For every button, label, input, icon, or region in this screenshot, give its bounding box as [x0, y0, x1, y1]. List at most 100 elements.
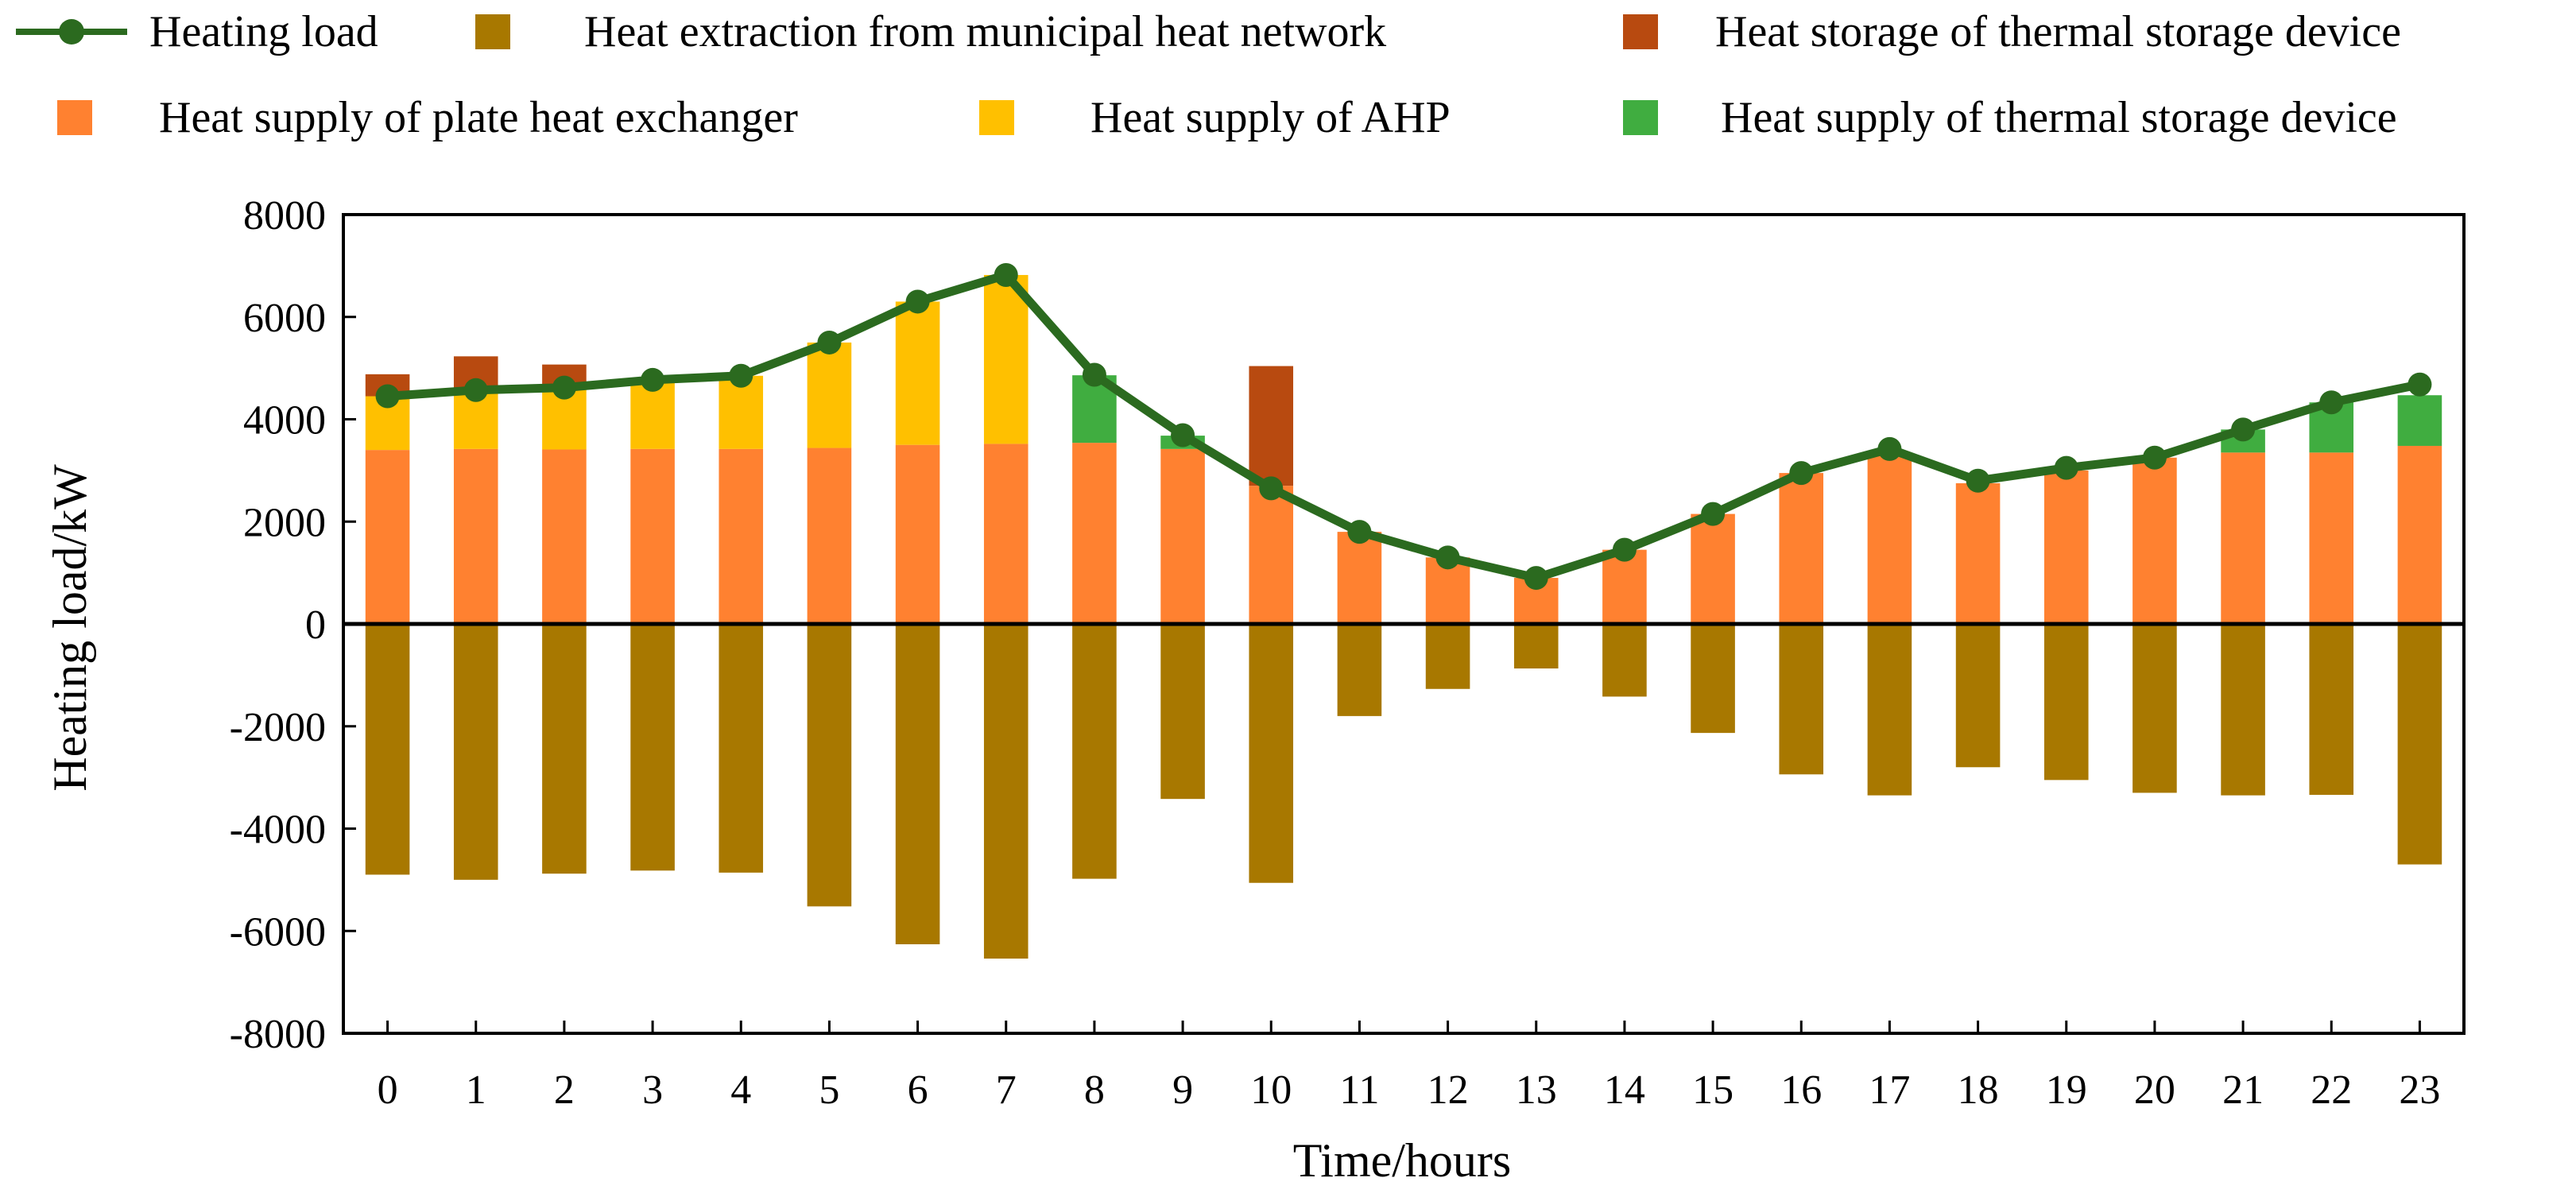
- legend: Heating load Heat extraction from municip…: [16, 7, 2401, 142]
- y-tick-label: -2000: [230, 705, 326, 750]
- plot-area: [365, 262, 2442, 959]
- legend-swatch-icon: [1623, 14, 1658, 49]
- legend-item-ahp: Heat supply of AHP: [979, 93, 1451, 142]
- bar-plate-hx-19: [2043, 470, 2089, 624]
- heating-load-point-11: [1347, 520, 1372, 544]
- x-tick-label: 12: [1427, 1067, 1469, 1113]
- heating-load-point-4: [729, 363, 753, 388]
- x-tick-label: 4: [730, 1067, 751, 1113]
- bar-storage-out-23: [2397, 395, 2442, 446]
- bar-municipal-12: [1425, 624, 1470, 689]
- bar-municipal-23: [2397, 624, 2442, 865]
- x-tick-label: 17: [1869, 1067, 1910, 1113]
- heating-load-point-7: [994, 262, 1018, 287]
- heating-load-point-21: [2231, 417, 2256, 442]
- x-tick-label: 3: [642, 1067, 663, 1113]
- legend-label: Heat supply of plate heat exchanger: [159, 93, 798, 142]
- bar-plate-hx-15: [1691, 513, 1735, 624]
- legend-item-heating-load: Heating load: [16, 7, 378, 56]
- heating-load-point-18: [1966, 468, 1990, 493]
- heating-load-point-22: [2319, 390, 2344, 415]
- x-tick-label: 16: [1780, 1067, 1822, 1113]
- x-tick-label: 18: [1958, 1067, 1999, 1113]
- heating-load-point-1: [463, 378, 488, 402]
- heating-load-point-10: [1259, 476, 1284, 501]
- bar-municipal-9: [1160, 624, 1205, 800]
- x-tick-label: 11: [1339, 1067, 1379, 1113]
- bar-municipal-7: [983, 624, 1028, 959]
- heating-load-point-12: [1435, 545, 1460, 570]
- x-tick-label: 20: [2134, 1067, 2175, 1113]
- legend-item-municipal: Heat extraction from municipal heat netw…: [475, 7, 1386, 56]
- bar-plate-hx-21: [2221, 452, 2265, 624]
- bar-municipal-1: [453, 624, 498, 880]
- x-tick-label: 22: [2311, 1067, 2352, 1113]
- legend-label: Heat supply of thermal storage device: [1721, 93, 2397, 142]
- heating-load-point-16: [1789, 461, 1814, 486]
- heating-load-point-23: [2407, 372, 2432, 397]
- legend-swatch-icon: [475, 14, 510, 49]
- x-tick-label: 1: [466, 1067, 486, 1113]
- x-tick-label: 8: [1084, 1067, 1105, 1113]
- bar-municipal-22: [2309, 624, 2354, 796]
- bar-plate-hx-16: [1779, 473, 1824, 624]
- bar-municipal-21: [2221, 624, 2265, 796]
- bar-municipal-4: [719, 624, 764, 873]
- bar-municipal-8: [1072, 624, 1117, 879]
- y-tick-label: -6000: [230, 909, 326, 955]
- bar-municipal-16: [1779, 624, 1824, 775]
- heating-load-point-14: [1612, 537, 1637, 562]
- bar-plate-hx-22: [2309, 452, 2354, 624]
- bar-plate-hx-1: [453, 448, 498, 624]
- bar-municipal-2: [542, 624, 587, 874]
- bar-plate-hx-3: [630, 448, 675, 624]
- x-tick-label: 0: [378, 1067, 398, 1113]
- bar-municipal-10: [1249, 624, 1294, 883]
- heating-load-point-5: [817, 330, 842, 354]
- legend-swatch-icon: [1623, 100, 1658, 135]
- bar-municipal-0: [365, 624, 410, 875]
- heating-load-point-3: [641, 367, 665, 392]
- x-tick-label: 14: [1604, 1067, 1645, 1113]
- heating-load-point-19: [2054, 455, 2078, 480]
- bar-municipal-11: [1337, 624, 1382, 716]
- bar-municipal-20: [2132, 624, 2177, 793]
- x-tick-label: 7: [996, 1067, 1017, 1113]
- bar-plate-hx-8: [1072, 443, 1117, 624]
- x-tick-label: 2: [554, 1067, 575, 1113]
- bar-municipal-3: [630, 624, 675, 871]
- legend-swatch-icon: [57, 100, 92, 135]
- x-tick-label: 19: [2046, 1067, 2087, 1113]
- bar-plate-hx-10: [1249, 486, 1294, 624]
- heating-load-point-6: [905, 289, 930, 314]
- bar-ahp-4: [719, 375, 764, 449]
- bar-plate-hx-20: [2132, 457, 2177, 624]
- bar-municipal-19: [2043, 624, 2089, 781]
- bar-plate-hx-23: [2397, 445, 2442, 624]
- heating-load-point-15: [1701, 502, 1726, 526]
- legend-item-storage-in: Heat storage of thermal storage device: [1623, 7, 2401, 56]
- bar-municipal-13: [1513, 624, 1559, 669]
- x-tick-label: 10: [1250, 1067, 1292, 1113]
- bar-ahp-6: [895, 301, 940, 445]
- bar-municipal-6: [895, 624, 940, 944]
- heating-load-line: [387, 270, 2421, 583]
- heating-load-point-8: [1082, 362, 1106, 387]
- y-tick-label: -8000: [230, 1012, 326, 1057]
- bar-plate-hx-4: [719, 448, 764, 624]
- y-tick-label: 8000: [243, 193, 326, 238]
- legend-item-storage-out: Heat supply of thermal storage device: [1623, 93, 2397, 142]
- bar-municipal-14: [1602, 624, 1647, 697]
- bar-storage-in-10: [1249, 366, 1294, 486]
- x-tick-label: 15: [1692, 1067, 1733, 1113]
- bar-plate-hx-0: [365, 450, 410, 624]
- bar-plate-hx-7: [983, 444, 1028, 624]
- heating-load-point-13: [1524, 566, 1548, 591]
- y-tick-label: 6000: [243, 296, 326, 341]
- x-tick-label: 21: [2222, 1067, 2264, 1113]
- x-tick-label: 9: [1172, 1067, 1193, 1113]
- bar-plate-hx-17: [1867, 454, 1912, 624]
